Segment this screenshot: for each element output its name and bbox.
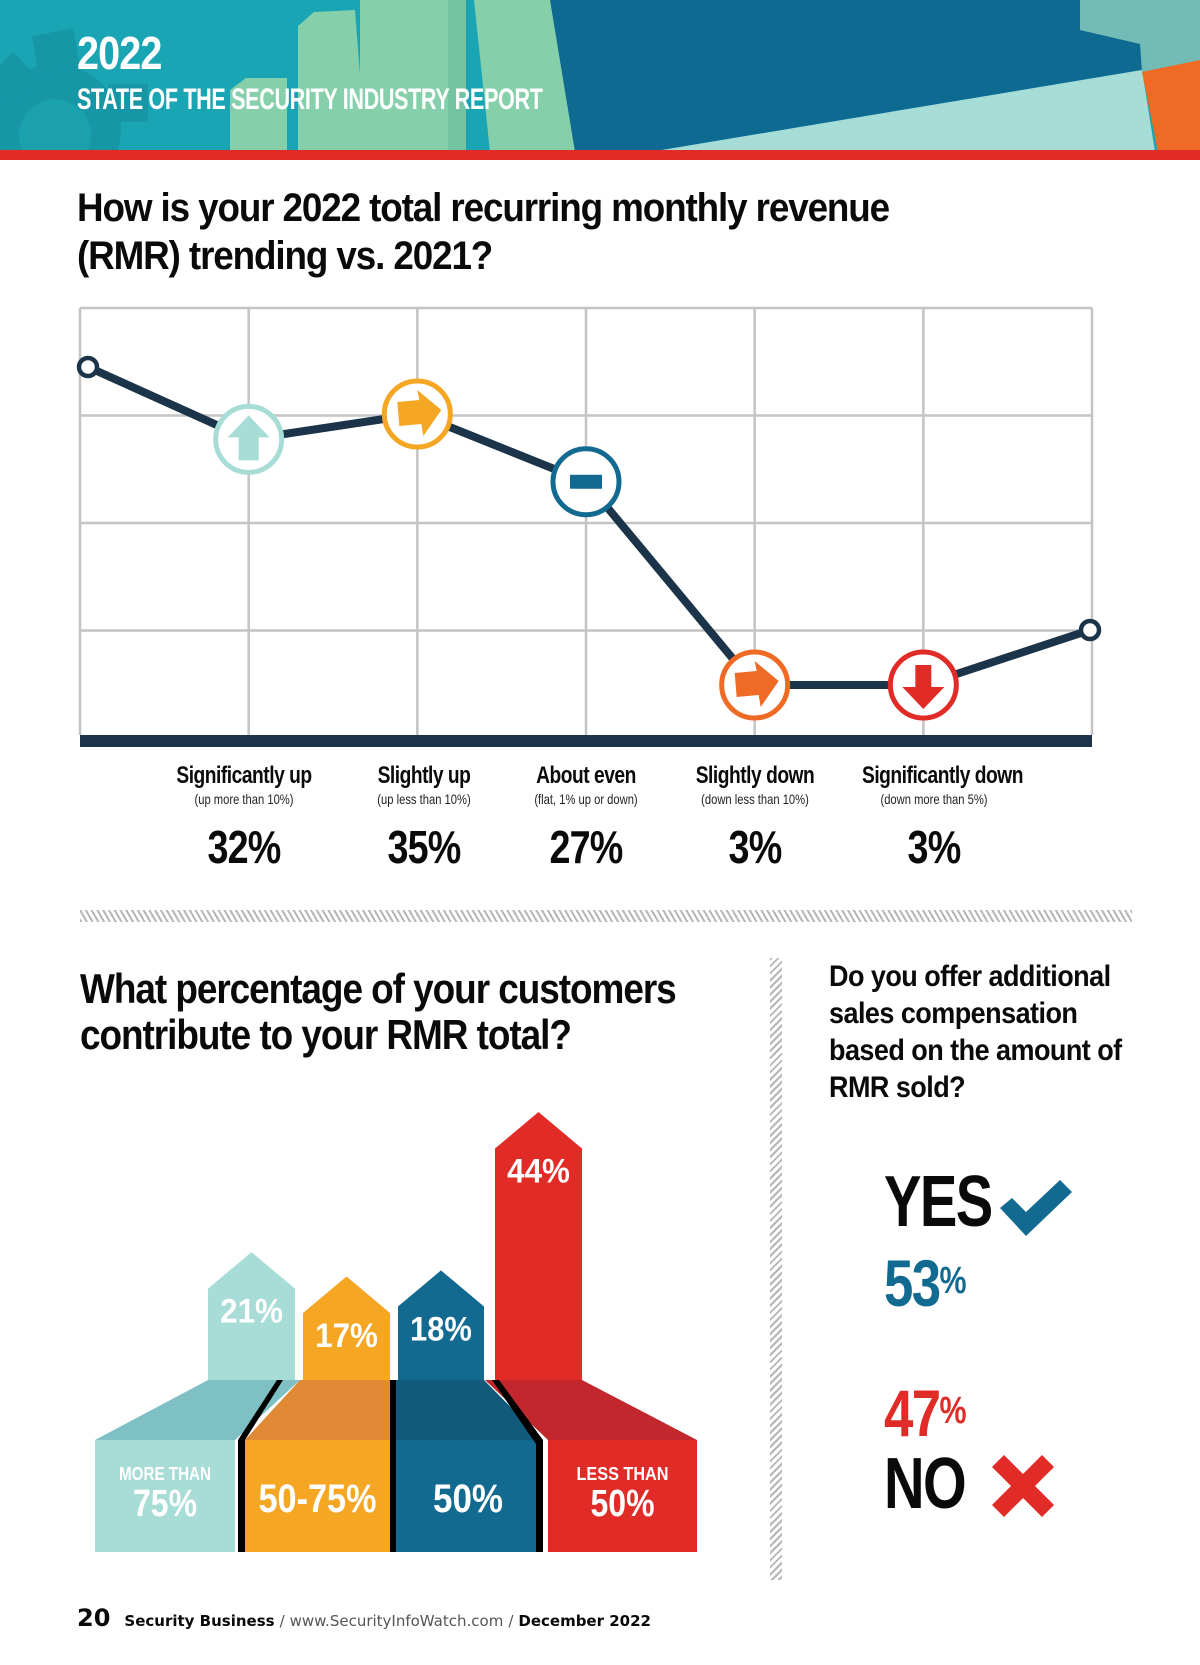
page-number: 20 — [77, 1604, 111, 1632]
category-slightly-up: Slightly up (up less than 10%) 35% — [334, 762, 514, 872]
bar-separator-2 — [390, 1380, 396, 1552]
footer-separator: / — [508, 1612, 514, 1630]
footer-separator: / — [279, 1612, 285, 1630]
category-note: (flat, 1% up or down) — [534, 791, 638, 807]
percent-sign: % — [939, 1390, 967, 1432]
header-teal-shape — [1080, 0, 1200, 72]
question-1-title: How is your 2022 total recurring monthly… — [77, 186, 890, 278]
bar-separator-3 — [492, 1380, 543, 1552]
category-note: (down less than 10%) — [701, 791, 809, 807]
rmr-trend-line-chart — [76, 306, 1102, 747]
bar-separator-1 — [238, 1380, 283, 1552]
bar-shade-3 — [393, 1380, 543, 1440]
question-2-title: What percentage of your customers contri… — [80, 965, 677, 1058]
header-bars-graphic — [230, 0, 575, 152]
category-label: Significantly up — [176, 762, 312, 789]
arrow-right-icon — [734, 661, 779, 707]
category-significantly-up: Significantly up (up more than 10%) 32% — [154, 762, 334, 872]
category-note: (up less than 10%) — [377, 791, 471, 807]
bar-category-label: 50% — [591, 1483, 655, 1525]
cross-icon — [992, 1455, 1054, 1517]
bar-category-prefix: MORE THAN — [119, 1464, 211, 1484]
question-3-title: Do you offer additional sales compensati… — [829, 960, 1122, 1104]
category-label: Significantly down — [862, 762, 1023, 789]
no-value: 47 — [884, 1376, 941, 1450]
bar-category-label: 50-75% — [259, 1477, 377, 1521]
bar-base-4 — [548, 1440, 697, 1552]
header-banner-graphic — [0, 0, 1200, 160]
bar-shade-4 — [485, 1380, 697, 1440]
gear-hole — [19, 99, 91, 160]
yes-percentage: 53% — [884, 1250, 967, 1316]
category-value: 3% — [728, 821, 783, 873]
bar-base-2 — [245, 1440, 390, 1552]
bar-value-label: 18% — [410, 1310, 472, 1348]
arrow-down-icon — [902, 665, 945, 709]
header-light-shape — [650, 70, 1155, 152]
minus-icon — [570, 474, 602, 489]
no-percentage: 47% — [884, 1380, 967, 1446]
issue-date: December 2022 — [518, 1612, 651, 1630]
arrow-right-icon — [397, 390, 442, 436]
section-divider-vertical — [770, 958, 782, 1580]
category-slightly-down: Slightly down (down less than 10%) 3% — [665, 762, 845, 872]
category-note: (up more than 10%) — [194, 791, 294, 807]
bar-arrow-4 — [495, 1112, 582, 1380]
no-label: NO — [884, 1444, 967, 1524]
bar-base-3 — [393, 1440, 543, 1552]
bar-category-prefix: LESS THAN — [577, 1464, 669, 1484]
data-point-4 — [719, 649, 791, 721]
bar-base-1 — [95, 1440, 235, 1552]
yes-value: 53 — [884, 1246, 941, 1320]
category-note: (down more than 5%) — [880, 791, 988, 807]
line-end-point — [1078, 618, 1102, 642]
header-orange-shape — [1142, 60, 1200, 152]
category-label: Slightly down — [695, 762, 815, 789]
bar-arrow-1 — [208, 1252, 295, 1380]
category-value: 32% — [207, 821, 281, 873]
yes-answer: YES — [884, 1166, 1022, 1238]
percent-sign: % — [939, 1260, 967, 1302]
report-title: STATE OF THE SECURITY INDUSTRY REPORT — [77, 83, 543, 116]
bar-arrow-2 — [303, 1276, 390, 1380]
category-value: 35% — [387, 821, 461, 873]
category-label: Slightly up — [377, 762, 471, 789]
report-header: 2022 STATE OF THE SECURITY INDUSTRY REPO… — [0, 0, 1200, 160]
yes-label: YES — [884, 1162, 993, 1242]
bar-shade-2 — [245, 1380, 390, 1440]
no-answer: NO — [884, 1448, 988, 1520]
bar-arrow-3 — [398, 1270, 484, 1380]
category-about-even: About even (flat, 1% up or down) 27% — [496, 762, 676, 872]
checkmark-icon — [1000, 1180, 1072, 1236]
data-point-2 — [381, 378, 453, 450]
data-point-3 — [550, 446, 622, 518]
line-start-point — [76, 355, 100, 379]
data-point-5 — [887, 649, 959, 721]
category-label: About even — [536, 762, 636, 789]
section-divider-horizontal — [80, 910, 1132, 922]
header-blue-shape-2 — [540, 0, 1142, 152]
bar-value-label: 21% — [220, 1293, 283, 1331]
category-value: 3% — [907, 821, 962, 873]
bar-value-label: 17% — [315, 1317, 378, 1355]
bar-value-label: 44% — [507, 1153, 570, 1191]
arrow-up-icon — [227, 415, 270, 461]
category-value: 27% — [549, 821, 623, 873]
publication-name: Security Business — [124, 1612, 275, 1630]
chart-baseline — [80, 735, 1092, 747]
report-year: 2022 — [77, 27, 162, 79]
bar-category-label: 75% — [133, 1483, 197, 1525]
website-link[interactable]: www.SecurityInfoWatch.com — [289, 1612, 504, 1630]
category-significantly-down: Significantly down (down more than 5%) 3… — [844, 762, 1024, 872]
data-point-1 — [213, 403, 285, 475]
bar-category-label: 50% — [433, 1477, 503, 1521]
header-red-stripe — [0, 150, 1200, 160]
page-footer: 20 Security Business / www.SecurityInfoW… — [77, 1604, 651, 1632]
